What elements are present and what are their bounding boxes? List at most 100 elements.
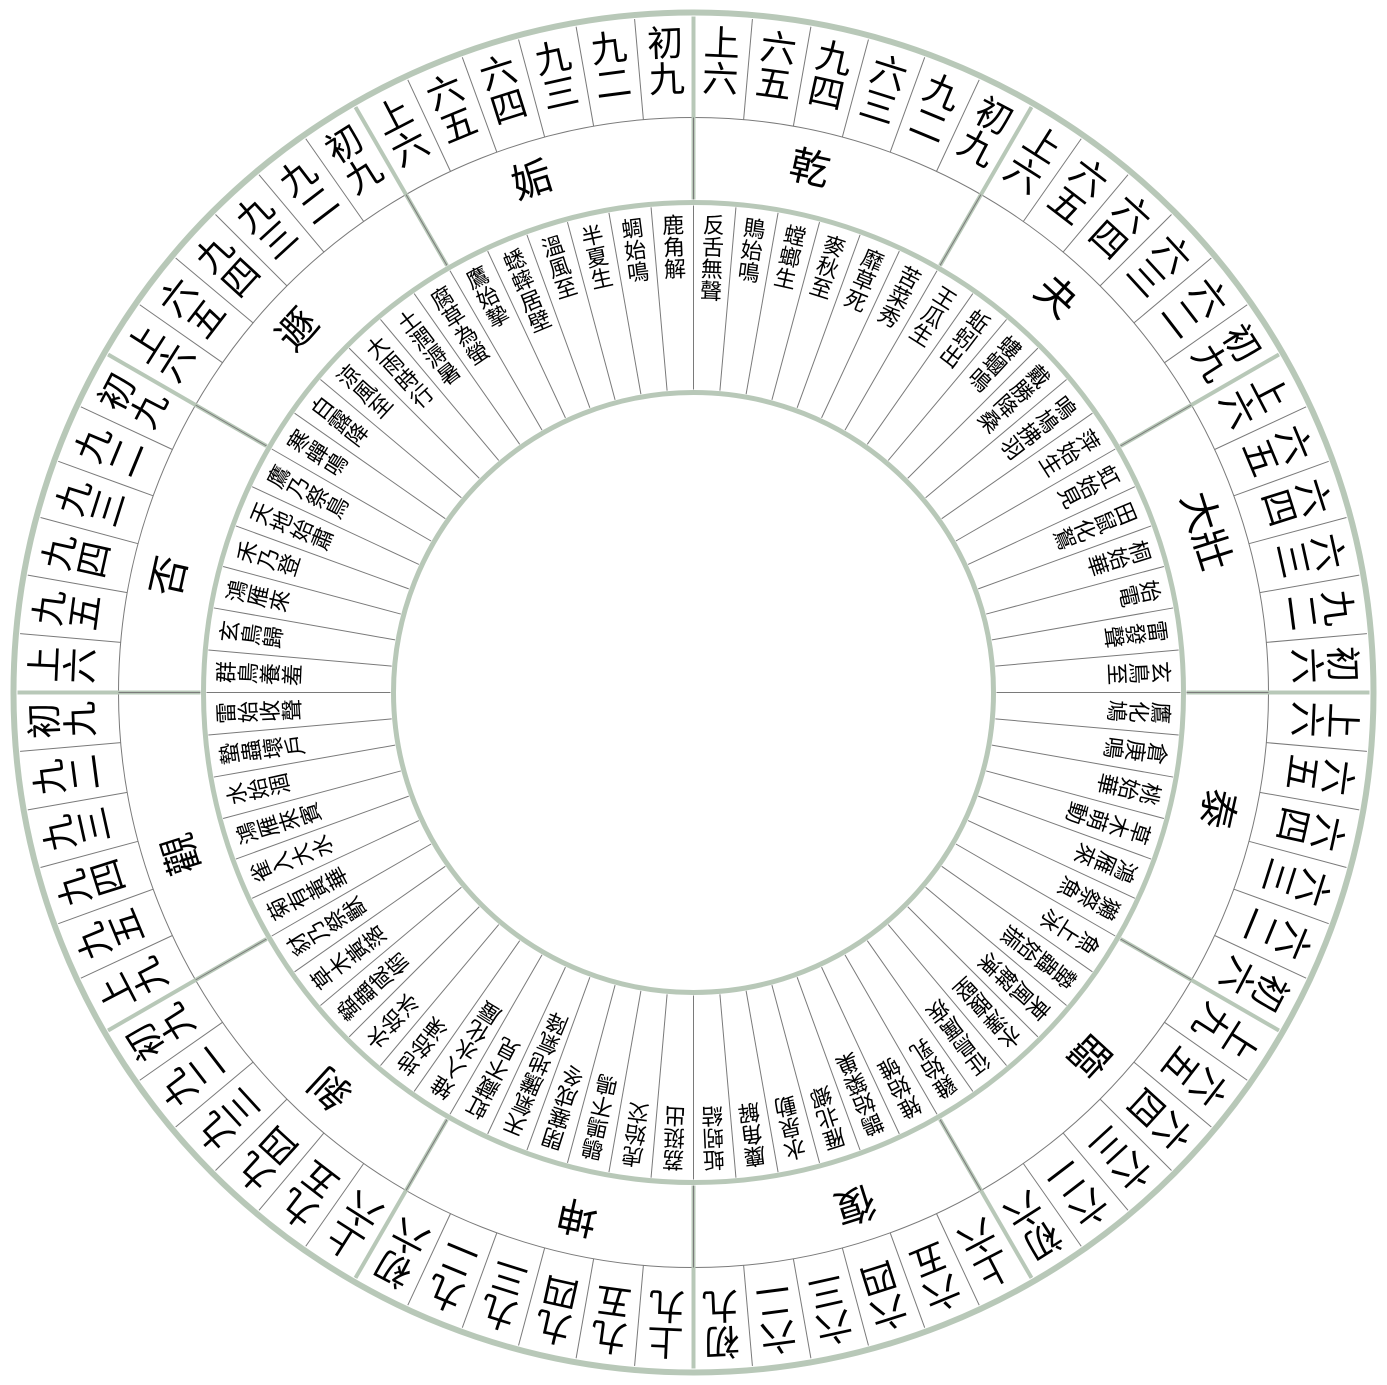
- outer-yao-cell: 上六: [951, 1210, 1018, 1294]
- calendar-wheel-diagram: 初九六二六三六四六五上六初六六二六三六四六五上九初六六二六三六四六五上六初六九二…: [0, 0, 1387, 1385]
- phenology-cell: 虎始交: [620, 1099, 651, 1170]
- outer-yao-char: 三: [804, 1268, 848, 1315]
- outer-yao-char: 六: [701, 59, 739, 101]
- phenology-cell: 桃始華: [1092, 771, 1164, 807]
- phenology-cell: 鹿角解: [662, 213, 687, 283]
- phenology-char: 生: [772, 264, 799, 293]
- phenology-cell: 始電: [1114, 578, 1165, 610]
- phenology-char: 結: [700, 1103, 723, 1129]
- phenology-char: 聲: [279, 698, 305, 721]
- outer-yao-cell: 六二: [753, 1278, 799, 1358]
- outer-yao-char: 四: [539, 1268, 583, 1315]
- hexagram-char: 臨: [1059, 1025, 1119, 1085]
- phenology-cell: 荔挺出: [662, 1103, 687, 1173]
- outer-yao-char: 六: [1285, 647, 1327, 685]
- phenology-char: 解: [663, 256, 686, 282]
- phenology-cell: 鴻雁來: [1069, 840, 1141, 887]
- phenology-char: 歸: [260, 625, 288, 650]
- outer-yao-cell: 六四: [1254, 474, 1337, 531]
- phenology-char: 鳴: [626, 259, 651, 287]
- hexagram-label: 坤: [553, 1190, 602, 1243]
- hexagram-char: 否: [143, 552, 196, 601]
- phenology-char: 冬: [559, 1060, 588, 1090]
- hexagram-label: 大壯: [1172, 486, 1239, 576]
- phenology-cell: 螳螂生: [772, 222, 808, 294]
- phenology-cell: 鷹化鳩: [1104, 699, 1174, 724]
- outer-yao-char: 九: [60, 700, 102, 738]
- phenology-cell: 靡草死: [841, 245, 888, 317]
- phenology-cell: 麋角解: [736, 1099, 767, 1170]
- outer-yao-char: 九: [701, 1284, 739, 1326]
- hexagram-char: 坤: [553, 1190, 602, 1243]
- phenology-char: 生: [588, 264, 615, 293]
- hexagram-label: 否: [143, 552, 196, 601]
- phenology-cell: 玄鳥歸: [216, 619, 287, 650]
- outer-yao-cell: 九二: [421, 1234, 483, 1318]
- hexagram-char: 遯: [268, 300, 328, 360]
- phenology-char: 動: [772, 1091, 799, 1120]
- outer-yao-cell: 初九: [92, 368, 176, 435]
- outer-yao-char: 五: [1279, 752, 1323, 793]
- outer-yao-cell: 九三: [36, 803, 118, 855]
- phenology-char: 賓: [295, 799, 325, 828]
- phenology-cell: 鶡鴠不鳴: [579, 1070, 620, 1164]
- phenology-char: 至: [807, 273, 836, 303]
- hexagram-label: 夬: [1026, 267, 1086, 327]
- outer-yao-cell: 初九: [701, 1284, 740, 1361]
- outer-yao-cell: 九五: [68, 903, 152, 965]
- outer-yao-char: 九: [648, 1284, 686, 1326]
- outer-yao-cell: 九五: [588, 1278, 634, 1358]
- hexagram-label: 泰: [1191, 784, 1244, 833]
- outer-yao-cell: 六三: [1269, 530, 1351, 582]
- outer-yao-char: 四: [804, 70, 848, 117]
- outer-yao-cell: 初六: [1285, 645, 1362, 684]
- outer-yao-char: 五: [593, 1278, 634, 1322]
- phenology-cell: 桐始華: [1082, 538, 1154, 580]
- outer-yao-cell: 六五: [753, 27, 799, 107]
- phenology-cell: 玄鳥至: [1104, 661, 1174, 686]
- phenology-char: 動: [1061, 799, 1091, 828]
- phenology-char: 解: [736, 1099, 761, 1127]
- hexagram-label: 遯: [268, 300, 328, 360]
- outer-yao-cell: 九四: [531, 1268, 583, 1350]
- outer-yao-cell: 初九: [951, 91, 1018, 175]
- outer-yao-char: 三: [71, 803, 118, 847]
- outer-yao-cell: 上六: [24, 645, 101, 684]
- phenology-char: 出: [663, 1103, 686, 1129]
- phenology-cell: 禾乃登: [232, 538, 304, 580]
- outer-yao-cell: 上六: [369, 91, 436, 175]
- hexagram-label: 剝: [301, 1058, 361, 1118]
- outer-yao-cell: 九二: [28, 752, 108, 798]
- hexagram-label: 觀: [154, 828, 209, 880]
- outer-yao-cell: 六四: [855, 1253, 912, 1336]
- outer-yao-cell: 九二: [904, 67, 966, 151]
- phenology-cell: 雁北鄉: [807, 1081, 849, 1153]
- phenology-cell: 鴻雁來: [223, 578, 295, 614]
- outer-yao-char: 六: [60, 647, 102, 685]
- outer-yao-cell: 上六: [1211, 368, 1295, 435]
- phenology-char: 鄉: [807, 1081, 836, 1111]
- phenology-cell: 雷始收聲: [214, 698, 306, 724]
- phenology-char: 鳴: [1100, 735, 1128, 760]
- phenology-cell: 雷發聲: [1100, 619, 1171, 650]
- outer-yao-cell: 六三: [804, 1268, 856, 1350]
- phenology-char: 羞: [279, 663, 305, 686]
- phenology-cell: 群鳥養羞: [214, 661, 306, 687]
- phenology-cell: 反舌無聲: [699, 213, 725, 305]
- hexagram-label: 復: [829, 1177, 881, 1232]
- outer-yao-char: 六: [1285, 700, 1327, 738]
- phenology-char: 至: [552, 273, 581, 303]
- outer-yao-cell: 初九: [646, 23, 685, 100]
- phenology-cell: 草木萌動: [1061, 799, 1154, 847]
- outer-yao-char: 五: [63, 592, 107, 633]
- outer-yao-cell: 九四: [804, 35, 856, 117]
- outer-yao-cell: 六五: [421, 67, 483, 151]
- outer-yao-cell: 六三: [855, 49, 912, 132]
- phenology-cell: 水始涸: [223, 771, 295, 807]
- outer-yao-cell: 九二: [1279, 587, 1359, 633]
- outer-yao-cell: 九三: [531, 35, 583, 117]
- phenology-char: 鳩: [1104, 699, 1130, 722]
- phenology-char: 華: [1092, 771, 1121, 798]
- outer-yao-cell: 九三: [475, 1253, 532, 1336]
- outer-yao-char: 九: [648, 59, 686, 101]
